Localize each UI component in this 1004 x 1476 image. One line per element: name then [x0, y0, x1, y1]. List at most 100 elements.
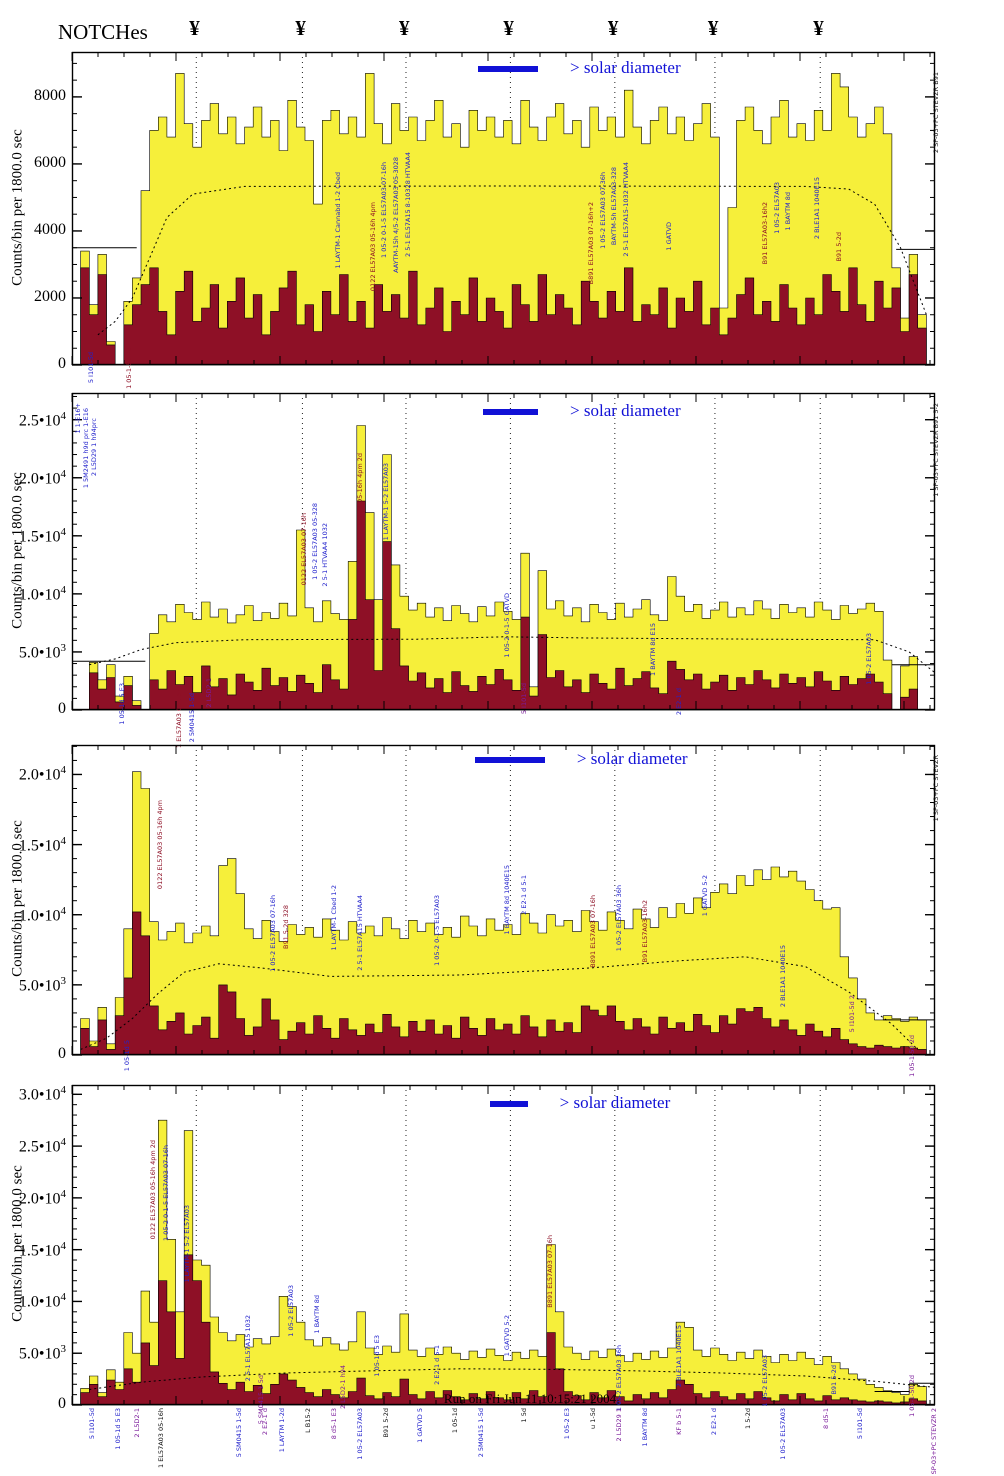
y-axis-title: Counts/bin per 1800.0 sec	[9, 471, 26, 629]
solar-diameter-label: > solar diameter	[570, 401, 681, 420]
y-tick-label: 2000	[34, 287, 66, 305]
annotation: 1 05-1d 5 E3	[118, 683, 127, 725]
y-tick-label: 0	[58, 355, 66, 372]
y-tick-label: 1.5•104	[18, 834, 66, 854]
y-tick-label: 2.0•104	[18, 764, 66, 784]
y-tick-label: 4000	[34, 220, 66, 238]
annotation: B891 EL57A03 07-16h+2	[587, 202, 596, 285]
annotation: 2 5-1 EL57A15 8-10328 HTVAA4	[404, 152, 413, 257]
annotation: 1 GATVD 5	[416, 1408, 425, 1443]
annotation: 1 BAYTM 8d E15	[649, 623, 658, 676]
annotation: 1 GATVD	[664, 222, 673, 251]
annotation: 1 05-2 EL57A03	[761, 1355, 770, 1407]
y-axis-title: Counts/bin per 1800.0 sec	[9, 1165, 26, 1322]
annotation: B91 5-2d	[834, 232, 843, 262]
y-tick-label: 1.0•104	[18, 904, 66, 925]
annotation: 1 LAYTM 1-2d	[278, 1408, 287, 1453]
annotation: 1 LAYTM-1 Cbed 1-2	[329, 885, 338, 951]
annotation: 1 05-2 0-1-5 EL57A03 07-16h	[379, 162, 388, 258]
annotation: 1 05-2 EL57A03 07-36h	[599, 172, 608, 249]
annotation: 1 EL57A03 05-16h	[174, 688, 183, 748]
annotation: 1 05-2 EL57A03 07-16h	[269, 895, 278, 972]
y-tick-label: 5.0•103	[18, 974, 66, 995]
annotation: u 1-5d	[588, 1408, 597, 1429]
annotation: B91 5-2d	[381, 1408, 390, 1438]
annotation: 1 05-2 0-1-5 EL57A03 07-16h	[161, 1145, 170, 1241]
annotation: 2 BLE1A1 1040E15	[778, 945, 787, 1008]
annotation: 0122 EL57A03 05-16h 4pm	[155, 800, 164, 890]
annotation: 1 05-2 EL57A03 36h	[614, 885, 623, 952]
annotation: B891 EL57A03 07-16h	[545, 1235, 554, 1308]
y-tick-label: 3.0•104	[18, 1084, 66, 1104]
solar-diameter-label: > solar diameter	[559, 1093, 671, 1112]
annotation: 1 GATVD 5-2	[700, 875, 709, 917]
annotation: 2 5M0415 1-5d	[187, 693, 196, 743]
annotation: 2 SP-03+PC STEVZR B91	[932, 72, 941, 154]
chart-canvas	[71, 51, 936, 366]
annotation: 2 5-1 EL57A15-1032 HTVAA4	[621, 162, 630, 257]
annotation: 1 05-1d 5 E3	[114, 1408, 123, 1450]
panel-qu1010-b4: # 1 (B4) Qu1010 4.96Å − 6.09Å 05.0•1031.…	[0, 1084, 1004, 1424]
annotation: 1 LAYTM-1 5-2 EL57A03	[183, 1205, 192, 1283]
solar-diameter-label: > solar diameter	[570, 58, 681, 77]
notch-marker: ¥	[813, 16, 824, 40]
notch-marker: ¥	[295, 16, 306, 40]
y-tick-label: 0	[58, 1045, 66, 1062]
y-tick-label: 2.0•104	[18, 467, 66, 488]
panel-si111-a1: # 2 (A1) Si111 3.37Å− 3.89Å 020004000600…	[0, 51, 1004, 389]
annotation: 5 I101-5d	[856, 1408, 865, 1440]
annotation: 1 05-1d 5 E3	[373, 1335, 382, 1377]
annotation: 2 5-1 HTVAA4 1032	[321, 523, 330, 587]
y-tick-label: 1.5•104	[18, 1239, 66, 1259]
chart-canvas	[71, 744, 936, 1056]
series-model-dashed	[89, 1368, 936, 1390]
y-tick-label: 2.5•104	[18, 1136, 66, 1156]
series-background-counts	[72, 500, 935, 711]
y-tick-label: 0	[58, 1395, 66, 1412]
annotation: 2 5M0415 1-5d	[476, 1408, 485, 1458]
notch-marker: ¥	[607, 16, 619, 40]
y-tick-label: 5.0•103	[18, 641, 66, 662]
series-total-counts	[72, 425, 935, 711]
annotation: 2 L5D29 1 h94prc	[89, 418, 98, 477]
annotation: 1 5d	[519, 1408, 528, 1423]
annotation: 1 05-1d	[450, 1408, 459, 1434]
solar-diameter-bar	[482, 409, 538, 415]
annotation: 1 5-2d	[744, 1408, 753, 1429]
annotation: B91 EL57A03-16h2	[640, 900, 649, 963]
annotation: 2 L5D2-1	[204, 678, 213, 708]
annotation: 1 05-2 EL57A03	[864, 633, 873, 685]
annotation: 2 E2-1 d 5-1	[433, 1345, 442, 1385]
bottom-annotation-strip: 5 I101-5d 1 05-1d 5 E3 2 L5D2-1 1 EL57A03 0…	[0, 1406, 1004, 1476]
annotation: 1 05-2 E3	[562, 1408, 571, 1440]
y-tick-label: 0	[58, 700, 66, 717]
panel-si111-b3: # 0 (B3) Si111 3.82Å−4.33Å 05.0•1031.0•1…	[0, 392, 1004, 748]
annotation: B891 EL57A03 05-16h 4pm 2d	[355, 453, 364, 553]
annotation: 2 BLE1A1 1040E15	[675, 1325, 684, 1388]
annotation: 1 SP-03+PC STEVZR 2	[929, 1408, 938, 1476]
annotation: 1 05-2 EL57A03	[773, 182, 782, 234]
y-tick-label: 5.0•103	[18, 1343, 66, 1363]
annotation: 1 BAYTM 8d 1040E15	[502, 865, 511, 935]
annotation: 1 GATVD 5-2	[502, 1315, 511, 1357]
annotation: KF b 5-1	[675, 1408, 684, 1435]
annotation: 2 E2-1 d	[675, 688, 684, 716]
notches-label: NOTCHes	[58, 20, 148, 44]
annotation: 5 I101-5d	[86, 352, 95, 384]
annotation: 5 SM0415 1-5d	[234, 1408, 243, 1458]
notch-marker: ¥	[189, 16, 200, 40]
annotation: 1 EL57A03 05-16h	[157, 1408, 166, 1468]
chart-canvas	[71, 392, 936, 711]
annotation: B91 EL57A03-16h2	[761, 202, 770, 265]
y-tick-label: 8000	[34, 86, 66, 104]
annotation: 1 1-E16+	[74, 403, 83, 434]
annotation: 1 05-1-50 2d	[908, 1035, 917, 1077]
annotation: 1 BAYTM 8d	[312, 1295, 321, 1334]
annotation: 1 05-2 0-1-5 GATVD	[502, 593, 511, 658]
annotation: 1 5M2491 h9d prc 1-E16	[82, 408, 91, 489]
notch-marker: ¥	[707, 16, 719, 40]
annotation: 1 BAYTM 8d	[640, 1408, 649, 1447]
annotation: 1 LAYTM-1 5-2 EL57A03	[381, 463, 390, 541]
y-tick-label: 2.0•104	[18, 1187, 66, 1208]
